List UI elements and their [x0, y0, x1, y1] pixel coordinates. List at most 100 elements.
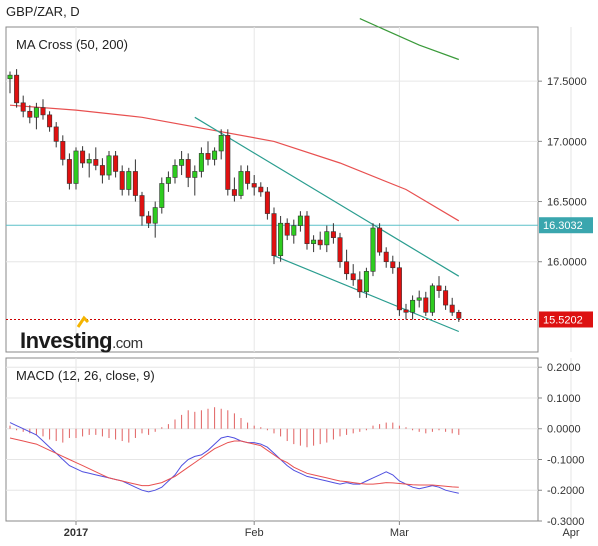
candle-body — [443, 290, 449, 306]
candle-body — [93, 159, 99, 166]
macd-y-axis: 0.2000 0.1000 0.0000 -0.1000 -0.2000 -0.3000 — [538, 362, 584, 528]
macd-line — [9, 422, 459, 494]
macd-tick-label: -0.2000 — [547, 485, 584, 497]
candle-body — [449, 304, 455, 313]
investing-logo: Investing.com — [20, 315, 143, 353]
candle-body — [7, 74, 13, 80]
macd-tick-label: -0.3000 — [547, 516, 584, 528]
candle-body — [429, 285, 435, 313]
price-tick-label: 16.5000 — [547, 197, 587, 209]
candle-body — [14, 74, 20, 104]
logo-brand: Investing — [20, 328, 112, 353]
signal-line — [9, 437, 459, 488]
candle-body — [304, 215, 310, 244]
candle-body — [264, 191, 270, 214]
candle-body — [297, 215, 303, 226]
logo-suffix: .com — [112, 335, 143, 352]
svg-text:Investing.com: Investing.com — [20, 328, 143, 353]
price-panel-title: MA Cross (50, 200) — [16, 37, 128, 52]
macd-histogram — [9, 407, 460, 448]
candle-body — [159, 183, 165, 208]
candle-body — [278, 222, 284, 257]
candle-body — [60, 141, 66, 160]
candle-body — [317, 239, 323, 246]
candle-body — [20, 102, 26, 112]
macd-panel-title: MACD (12, 26, close, 9) — [16, 368, 155, 383]
candle-body — [106, 155, 112, 176]
x-tick-label: 2017 — [64, 527, 88, 539]
candle-body — [324, 231, 330, 246]
macd-tick-label: 0.1000 — [547, 393, 581, 405]
price-label-box — [539, 311, 593, 328]
candle-body — [370, 227, 376, 272]
macd-grid — [6, 358, 572, 521]
candle-body — [377, 227, 383, 253]
candle-body — [212, 150, 218, 160]
candle-body — [251, 183, 257, 188]
price-label-box — [539, 217, 593, 234]
candle-body — [185, 159, 191, 178]
candle-body — [113, 155, 119, 172]
candle-body — [172, 165, 178, 178]
candles — [7, 69, 462, 322]
candle-body — [165, 177, 171, 184]
candle-body — [423, 297, 429, 313]
candle-body — [99, 165, 105, 176]
x-tick-label: Feb — [245, 527, 264, 539]
candle-body — [27, 110, 33, 118]
candle-body — [396, 267, 402, 311]
x-tick-label: Apr — [562, 527, 579, 539]
ma50-line — [9, 104, 460, 222]
price-label-text: 16.3032 — [543, 220, 583, 232]
price-labels: 16.3032 15.5202 — [539, 217, 593, 328]
candle-body — [225, 135, 231, 190]
macd-lines — [9, 422, 459, 494]
candle-body — [179, 159, 185, 166]
candle-body — [456, 311, 462, 319]
candle-body — [357, 279, 363, 293]
candle-body — [390, 261, 396, 269]
candle-body — [73, 150, 79, 184]
candle-body — [436, 285, 442, 291]
candle-body — [403, 309, 409, 313]
chart-header-title: GBP/ZAR, D — [6, 4, 80, 19]
price-tick-label: 17.5000 — [547, 76, 587, 88]
candle-body — [192, 171, 198, 178]
candle-body — [66, 159, 72, 184]
candle-body — [205, 153, 211, 160]
candle-body — [330, 231, 336, 238]
candle-body — [40, 107, 46, 116]
channel-upper-line — [194, 116, 460, 277]
candle-body — [126, 171, 132, 190]
candle-body — [284, 222, 290, 236]
candle-body — [383, 251, 389, 263]
candle-body — [311, 239, 317, 244]
candle-body — [33, 107, 39, 118]
macd-tick-label: -0.1000 — [547, 454, 584, 466]
candle-body — [416, 297, 422, 301]
candle-body — [53, 126, 59, 142]
logo-accent-icon — [76, 315, 90, 328]
candle-body — [218, 135, 224, 152]
candle-body — [337, 237, 343, 263]
candle-body — [152, 207, 158, 224]
candle-body — [119, 171, 125, 190]
candle-body — [271, 213, 277, 257]
price-tick-label: 17.0000 — [547, 136, 587, 148]
price-panel-frame — [5, 26, 539, 353]
price-y-axis: 17.5000 17.0000 16.5000 16.0000 — [538, 76, 587, 269]
candle-body — [86, 159, 92, 164]
candle-body — [198, 153, 204, 172]
price-tick-label: 16.0000 — [547, 257, 587, 269]
candle-body — [245, 171, 251, 184]
macd-tick-label: 0.2000 — [547, 362, 581, 374]
candle-body — [132, 171, 138, 196]
candle-body — [80, 150, 86, 164]
candle-body — [291, 225, 297, 236]
ma200-line — [359, 18, 460, 61]
x-axis: 2017 Feb Mar Apr — [64, 521, 580, 539]
x-tick-label: Mar — [390, 527, 409, 539]
macd-tick-label: 0.0000 — [547, 424, 581, 436]
